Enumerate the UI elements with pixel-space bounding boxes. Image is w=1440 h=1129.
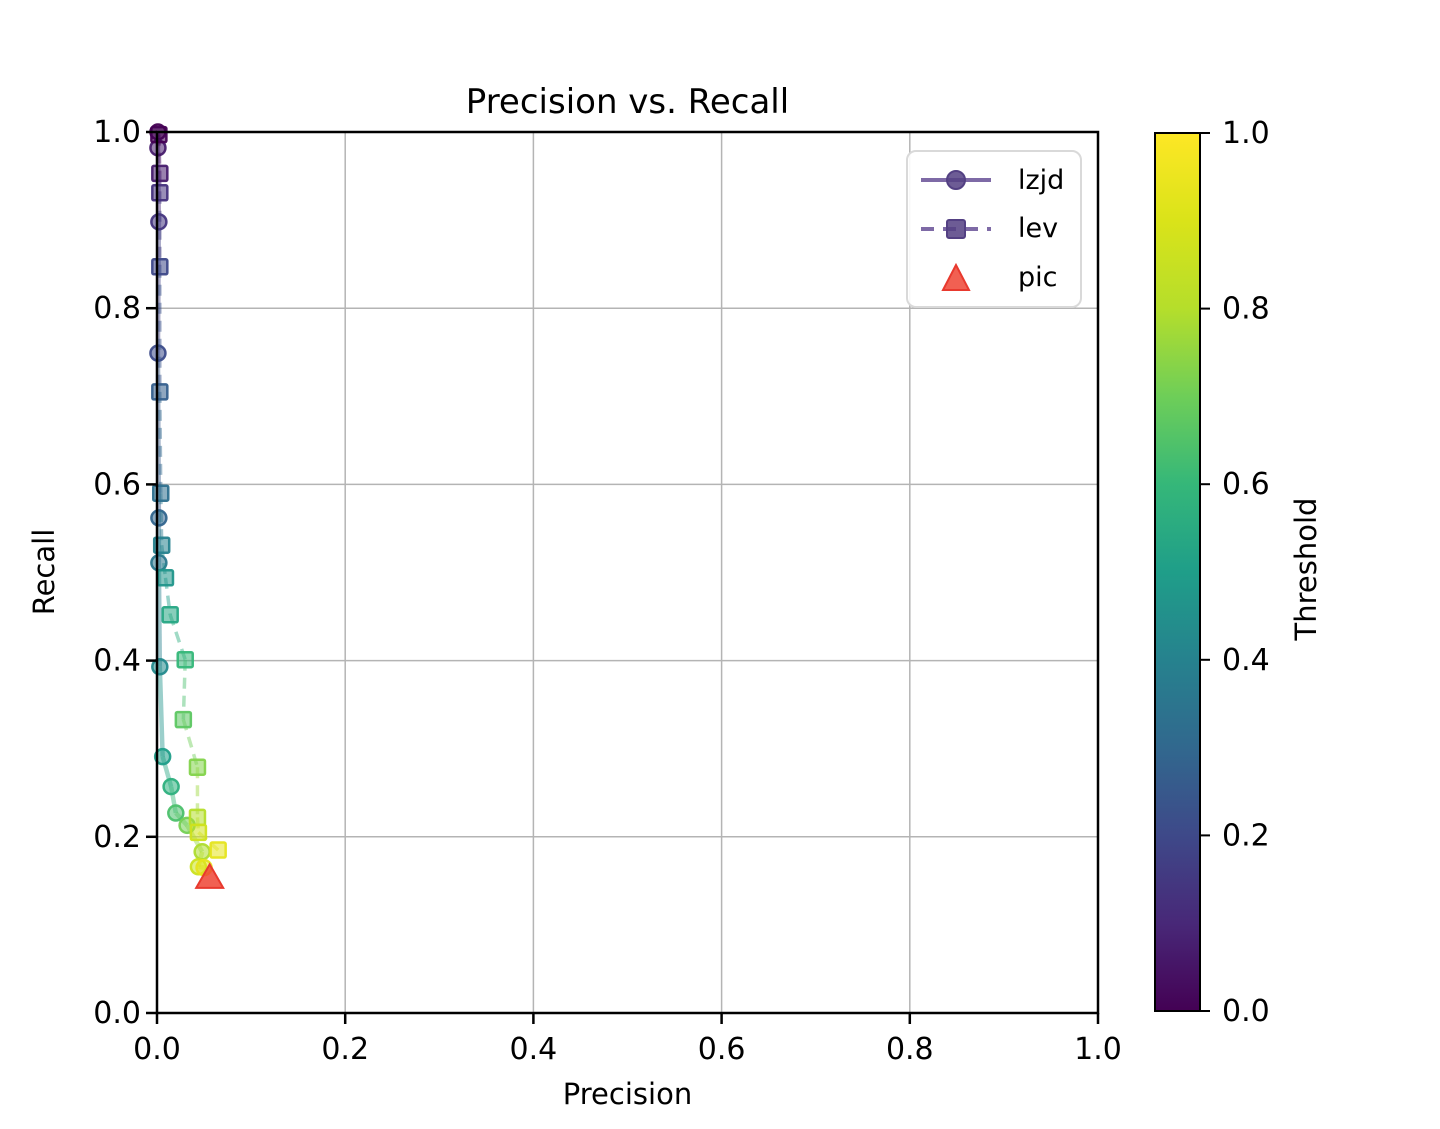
y-tick-label: 0.0 — [93, 996, 141, 1031]
y-tick-label: 1.0 — [93, 115, 141, 150]
series-line-lev — [181, 659, 187, 720]
x-axis-label: Precision — [562, 1077, 693, 1111]
data-point-square — [188, 758, 207, 776]
legend-label: pic — [1018, 262, 1058, 294]
legend-item-lev: lev — [918, 205, 1080, 253]
triangle-icon — [941, 262, 971, 291]
legend: lzjd lev pic — [906, 150, 1082, 308]
data-point-square — [151, 184, 169, 202]
data-point-circle — [150, 213, 168, 231]
x-tick-label: 0.6 — [698, 1032, 746, 1067]
legend-label: lev — [1018, 213, 1059, 245]
data-point-square — [151, 164, 169, 183]
chart-title: Precision vs. Recall — [465, 82, 790, 122]
x-tick-label: 0.2 — [321, 1032, 369, 1067]
data-point-circle — [153, 747, 172, 766]
y-tick-label: 0.4 — [93, 644, 141, 679]
data-point-square — [152, 484, 170, 502]
data-point-triangle — [194, 862, 225, 889]
colorbar-tick-label: 0.6 — [1222, 467, 1270, 502]
series-line-lzjd — [157, 666, 165, 757]
legend-item-pic: pic — [918, 254, 1080, 302]
colorbar-tick-label: 1.0 — [1222, 116, 1270, 151]
x-tick-label: 0.0 — [133, 1032, 181, 1067]
data-point-square — [151, 383, 169, 401]
legend-item-lzjd: lzjd — [918, 156, 1080, 204]
colorbar-label: Threshold — [1289, 497, 1323, 641]
legend-label: lzjd — [1018, 164, 1065, 196]
y-tick-label: 0.8 — [93, 291, 141, 326]
data-point-square — [176, 650, 194, 669]
data-point-square — [161, 606, 179, 624]
x-tick-label: 1.0 — [1074, 1032, 1122, 1067]
y-tick-label: 0.6 — [93, 467, 141, 502]
data-point-square — [150, 125, 168, 144]
data-point-square — [156, 569, 175, 587]
colorbar-outline — [1154, 132, 1201, 1012]
series-layer — [149, 123, 227, 889]
colorbar-gradient — [1155, 133, 1200, 1011]
data-point-square — [151, 258, 169, 276]
data-point-square — [174, 710, 193, 729]
x-tick-label: 0.4 — [510, 1032, 558, 1067]
data-point-square — [209, 841, 227, 859]
data-point-circle — [162, 777, 180, 796]
y-axis-label: Recall — [27, 528, 61, 616]
plot-spines — [155, 130, 1100, 1015]
data-point-square — [188, 808, 207, 827]
colorbar-tick-label: 0.2 — [1222, 818, 1270, 853]
data-point-square — [189, 823, 208, 842]
x-tick-label: 0.8 — [886, 1032, 934, 1067]
solid-line-circle-icon — [921, 170, 991, 191]
colorbar-tick-label: 0.0 — [1222, 994, 1270, 1029]
colorbar-tick-label: 0.8 — [1222, 292, 1270, 327]
colorbar-tick-label: 0.4 — [1222, 643, 1270, 678]
data-point-circle — [150, 509, 168, 527]
y-tick-label: 0.2 — [93, 820, 141, 855]
data-point-circle — [193, 843, 211, 861]
dashed-line-square-icon — [921, 218, 991, 239]
data-point-circle — [167, 804, 185, 822]
